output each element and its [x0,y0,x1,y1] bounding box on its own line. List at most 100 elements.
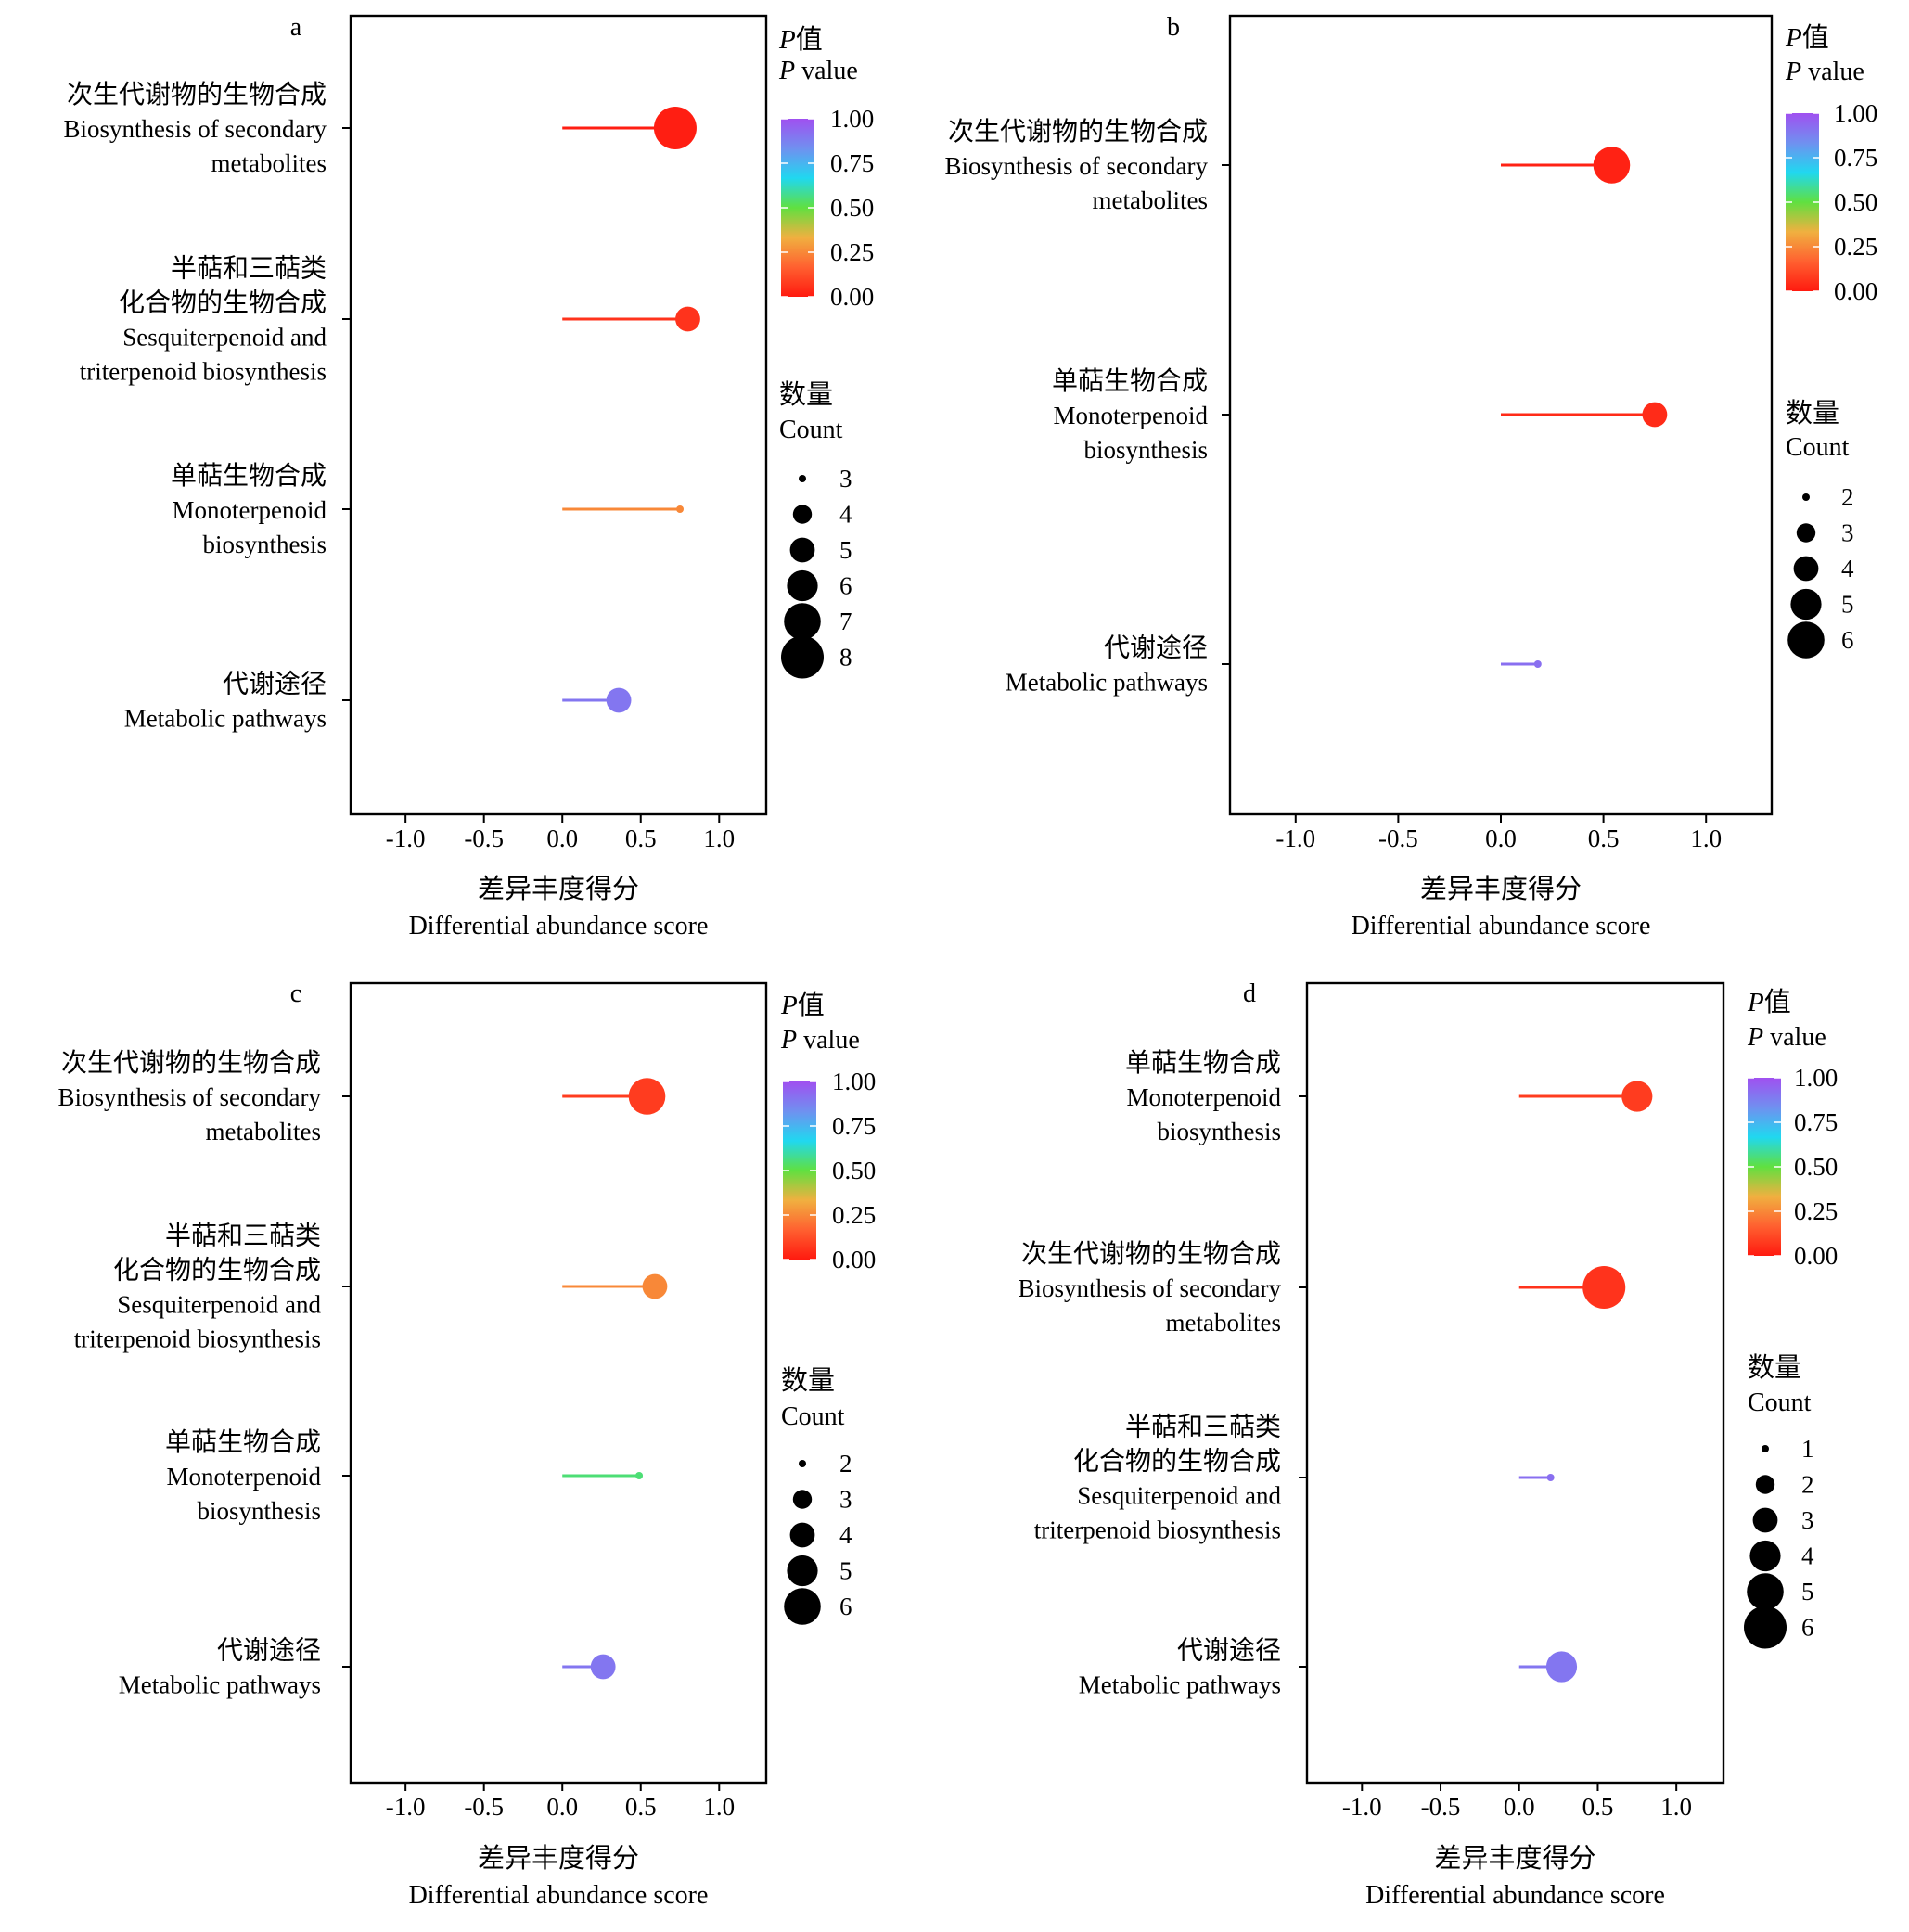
x-axis-label-zh: 差异丰度得分 [1434,1843,1595,1874]
x-tick-label: 0.5 [625,1793,657,1821]
category-label-en: Monoterpenoid [1054,402,1209,429]
x-axis-label-en: Differential abundance score [1365,1881,1665,1910]
x-tick-label: 0.0 [546,1793,578,1821]
category-label-zh: 化合物的生物合成 [113,1256,321,1286]
count-legend-label: 4 [1801,1542,1814,1570]
category-label: 次生代谢物的生物合成 Biosynthesis of secondary metab… [945,117,1209,214]
category-label-en: Sesquiterpenoid and [122,324,327,352]
category-label-en: Metabolic pathways [119,1671,321,1699]
x-tick-label: 0.5 [1582,1793,1614,1821]
colorbar-tick-label: 0.50 [1794,1153,1838,1181]
count-legend-dot [787,1555,818,1587]
count-legend-dot [1796,523,1816,543]
count-legend-dot [789,1522,815,1548]
p-legend-title-en: P value [778,57,858,85]
lollipop-point [642,1273,668,1299]
category-label-zh: 代谢途径 [1104,633,1208,663]
panel-letter: b [1167,13,1180,42]
category-label-en: Metabolic pathways [1006,669,1208,697]
count-legend-dot [1752,1507,1778,1533]
category-label-zh: 次生代谢物的生物合成 [948,117,1208,147]
x-tick-label: -1.0 [386,825,426,852]
count-legend-label: 2 [839,1450,852,1478]
count-legend-label: 6 [1841,626,1854,654]
count-legend: 数量 Count 1 2 3 4 5 6 [1744,1352,1814,1649]
x-tick-label: -0.5 [1378,825,1418,852]
colorbar-tick-label: 0.50 [1834,188,1877,216]
x-axis-label-zh: 差异丰度得分 [1420,874,1582,904]
p-legend-title-zh: P值 [1785,22,1829,53]
colorbar-tick-label: 0.25 [1794,1197,1838,1225]
count-legend-title-zh: 数量 [1786,398,1839,429]
colorbar-tick-label: 0.75 [1794,1108,1838,1136]
category-label-en: Sesquiterpenoid and [1077,1482,1281,1510]
lollipop-point [1621,1081,1653,1112]
category-label-en: Sesquiterpenoid and [117,1291,321,1319]
count-legend-label: 5 [839,536,852,564]
category-label-zh: 次生代谢物的生物合成 [67,80,327,109]
count-legend-title-en: Count [1748,1388,1812,1417]
category-label: 单萜生物合成 Monoterpenoid biosynthesis [165,1427,322,1525]
category-label-en: Metabolic pathways [1079,1671,1281,1699]
category-label-en: Monoterpenoid [173,496,327,524]
x-tick-label: -1.0 [386,1793,426,1821]
count-legend-dot [1787,621,1825,659]
category-label-en: Biosynthesis of secondary [58,1083,322,1111]
x-tick-label: 1.0 [1690,825,1722,852]
x-tick-label: 1.0 [1660,1793,1692,1821]
category-label-zh: 代谢途径 [217,1636,321,1666]
x-tick-label: 1.0 [703,825,735,852]
count-legend-dot [1749,1540,1781,1572]
category-label-en: biosynthesis [1083,436,1208,464]
colorbar-tick-label: 1.00 [830,105,874,133]
category-label: 次生代谢物的生物合成 Biosynthesis of secondary metab… [1019,1239,1282,1337]
count-legend-dot [1790,588,1822,621]
x-tick-label: 1.0 [703,1793,735,1821]
category-label-zh: 代谢途径 [1177,1636,1281,1666]
count-legend-dot [1744,1606,1787,1649]
count-legend-label: 3 [1801,1506,1814,1534]
category-label-zh: 半萜和三萜类 [165,1222,321,1251]
category-label: 代谢途径 Metabolic pathways [124,670,327,733]
category-label-en: Biosynthesis of secondary [945,152,1209,180]
count-legend: 数量 Count 2 3 4 5 6 [781,1365,852,1625]
p-value-legend: P值 P value 1.00 0.75 0.50 0.25 0.00 [780,990,876,1273]
category-label-zh: 化合物的生物合成 [119,288,327,318]
count-legend-dot [792,505,813,524]
colorbar-tick-label: 0.50 [830,194,874,222]
count-legend-label: 4 [839,501,852,529]
p-legend-title-zh: P值 [780,990,825,1020]
x-tick-label: -0.5 [1421,1793,1461,1821]
count-legend-dot [789,537,815,563]
count-legend-label: 2 [1841,483,1854,511]
category-label: 单萜生物合成 Monoterpenoid biosynthesis [1125,1048,1282,1145]
panel-b: b -1.0 -0.5 0.0 0.5 1.0 差异丰度得分 Differential abu… [945,13,1878,940]
lollipop-point [1593,147,1631,184]
colorbar-tick-label: 0.50 [832,1157,876,1184]
lollipop-point [653,107,697,149]
count-legend-title-en: Count [781,1402,845,1431]
count-legend-label: 1 [1801,1435,1814,1463]
plot-frame [1305,981,1725,1785]
category-label: 次生代谢物的生物合成 Biosynthesis of secondary metab… [64,80,327,177]
category-label-en: Monoterpenoid [1127,1083,1282,1111]
x-axis-label-zh: 差异丰度得分 [478,874,639,904]
category-label: 代谢途径 Metabolic pathways [1006,633,1208,697]
panel-letter: d [1243,979,1256,1008]
count-legend-label: 7 [839,608,852,635]
category-label: 次生代谢物的生物合成 Biosynthesis of secondary metab… [58,1048,322,1145]
category-label-en: metabolites [1166,1309,1281,1337]
category-label-en: triterpenoid biosynthesis [1034,1516,1281,1544]
category-label-zh: 单萜生物合成 [1125,1048,1281,1078]
panel-d: d -1.0 -0.5 0.0 0.5 1.0 差异丰度得分 Differential abu… [1019,979,1839,1910]
x-tick-label: 0.5 [1588,825,1620,852]
category-label-zh: 单萜生物合成 [171,461,327,491]
lollipop-point [590,1654,616,1680]
lollipop-point [1546,1474,1555,1481]
count-legend-dot [1747,1573,1784,1610]
count-legend-label: 3 [839,465,852,493]
colorbar-tick-label: 0.00 [832,1246,876,1273]
lollipop-point [628,1078,666,1115]
